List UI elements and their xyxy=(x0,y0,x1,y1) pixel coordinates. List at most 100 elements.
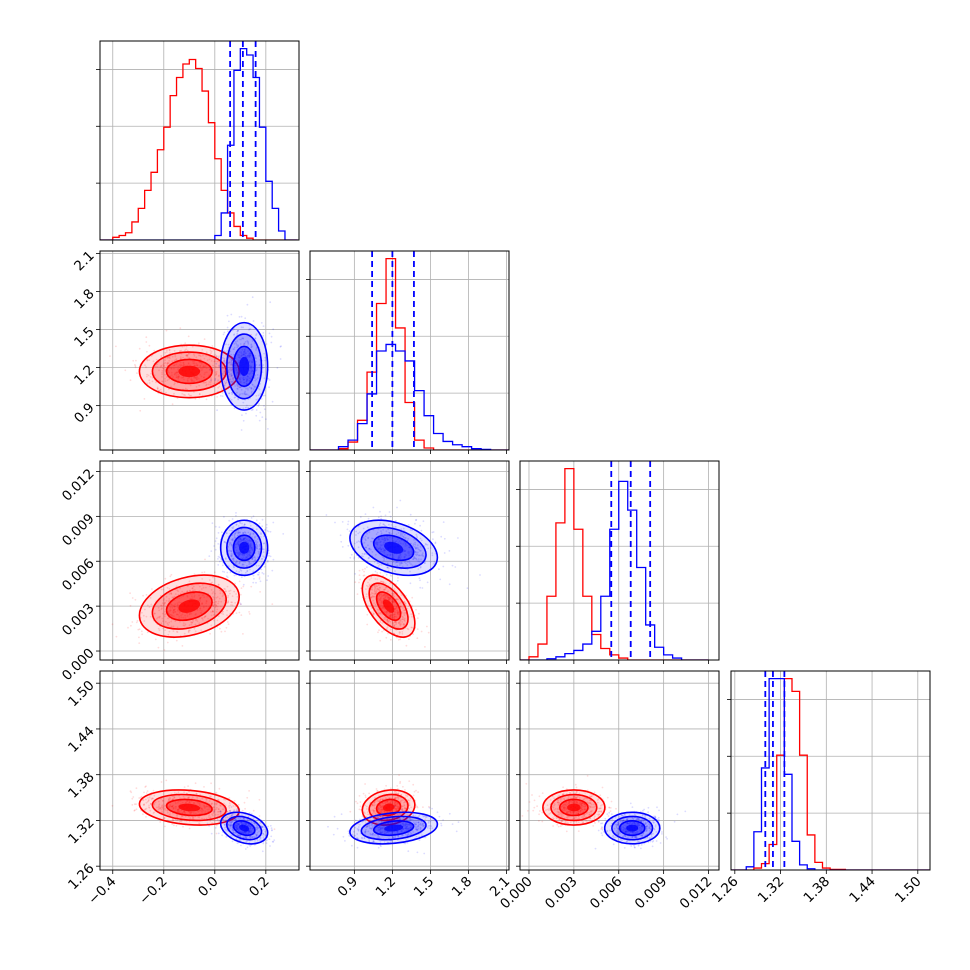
scatter-point xyxy=(402,625,405,627)
scatter-point xyxy=(198,393,201,395)
scatter-point xyxy=(406,564,409,566)
scatter-point xyxy=(388,532,391,534)
scatter-point xyxy=(248,562,251,564)
scatter-point xyxy=(213,803,216,805)
scatter-point xyxy=(404,553,406,556)
scatter-point xyxy=(246,355,249,357)
scatter-point xyxy=(432,538,434,541)
scatter-point xyxy=(377,809,380,811)
scatter-point xyxy=(403,550,405,553)
scatter-point xyxy=(198,802,200,804)
scatter-point xyxy=(243,818,246,820)
scatter-point xyxy=(246,819,249,822)
scatter-point xyxy=(210,782,213,785)
scatter-point xyxy=(223,361,225,364)
scatter-point xyxy=(161,371,164,374)
scatter-point xyxy=(230,374,233,377)
scatter-point xyxy=(372,506,375,509)
scatter-point xyxy=(382,824,384,827)
scatter-point xyxy=(193,364,196,367)
scatter-point xyxy=(214,813,217,816)
scatter-point xyxy=(230,529,233,532)
scatter-point xyxy=(236,551,239,554)
scatter-point xyxy=(252,515,255,518)
scatter-point xyxy=(262,325,265,327)
scatter-point xyxy=(174,608,176,611)
scatter-point xyxy=(251,296,254,299)
scatter-point xyxy=(164,629,167,631)
scatter-point xyxy=(220,612,223,615)
scatter-point xyxy=(375,533,378,536)
red-series-group xyxy=(111,779,276,835)
scatter-point xyxy=(152,812,155,814)
scatter-point xyxy=(255,414,258,417)
scatter-point xyxy=(367,585,369,588)
scatter-point xyxy=(175,824,178,827)
scatter-point xyxy=(227,369,230,371)
scatter-point xyxy=(249,825,252,827)
scatter-point xyxy=(230,398,233,401)
scatter-point xyxy=(261,826,263,828)
scatter-point xyxy=(382,580,385,583)
scatter-point xyxy=(202,594,205,596)
scatter-point xyxy=(157,806,160,809)
scatter-point xyxy=(414,553,417,556)
scatter-point xyxy=(363,553,366,556)
scatter-point xyxy=(198,622,201,624)
scatter-point xyxy=(402,535,405,538)
scatter-point xyxy=(248,563,251,566)
scatter-point xyxy=(237,345,240,348)
scatter-point xyxy=(183,791,186,794)
scatter-point xyxy=(187,377,189,380)
scatter-point xyxy=(182,364,185,367)
scatter-point xyxy=(198,803,201,805)
scatter-point xyxy=(382,548,385,550)
scatter-point xyxy=(407,799,409,802)
scatter-point xyxy=(228,820,231,822)
scatter-point xyxy=(214,540,217,542)
scatter-point xyxy=(262,825,264,828)
scatter-point xyxy=(416,617,419,619)
scatter-point xyxy=(377,588,379,591)
scatter-point xyxy=(191,796,194,798)
scatter-point xyxy=(177,376,180,378)
scatter-point xyxy=(237,823,240,826)
scatter-point xyxy=(381,600,384,603)
scatter-point xyxy=(228,565,230,568)
scatter-point xyxy=(397,542,400,545)
scatter-point xyxy=(377,601,380,604)
scatter-point xyxy=(211,610,214,613)
scatter-point xyxy=(244,393,246,395)
scatter-point xyxy=(194,397,197,400)
y-tick-label: 0.012 xyxy=(59,466,98,505)
scatter-point xyxy=(136,619,139,622)
scatter-point xyxy=(393,613,396,616)
scatter-point xyxy=(396,506,398,509)
scatter-point xyxy=(177,810,179,813)
scatter-point xyxy=(398,564,401,566)
scatter-point xyxy=(214,604,217,607)
scatter-point xyxy=(242,419,245,422)
scatter-point xyxy=(392,555,395,558)
scatter-point xyxy=(393,802,396,805)
scatter-point xyxy=(219,592,222,595)
scatter-point xyxy=(248,560,251,563)
scatter-point xyxy=(166,379,169,382)
scatter-point xyxy=(184,617,187,619)
y-tick-label: 1.44 xyxy=(65,723,98,756)
scatter-point xyxy=(383,537,386,540)
scatter-point xyxy=(419,550,421,552)
scatter-point xyxy=(229,825,232,827)
scatter-point xyxy=(403,801,406,803)
scatter-point xyxy=(364,796,367,798)
scatter-point xyxy=(186,354,188,357)
scatter-point xyxy=(242,538,245,540)
scatter-point xyxy=(215,806,218,809)
scatter-point xyxy=(379,544,382,546)
scatter-point xyxy=(248,830,251,833)
scatter-point xyxy=(214,377,217,380)
scatter-point xyxy=(387,595,390,597)
scatter-point xyxy=(233,799,236,802)
scatter-point xyxy=(237,372,240,375)
scatter-point xyxy=(406,627,409,630)
